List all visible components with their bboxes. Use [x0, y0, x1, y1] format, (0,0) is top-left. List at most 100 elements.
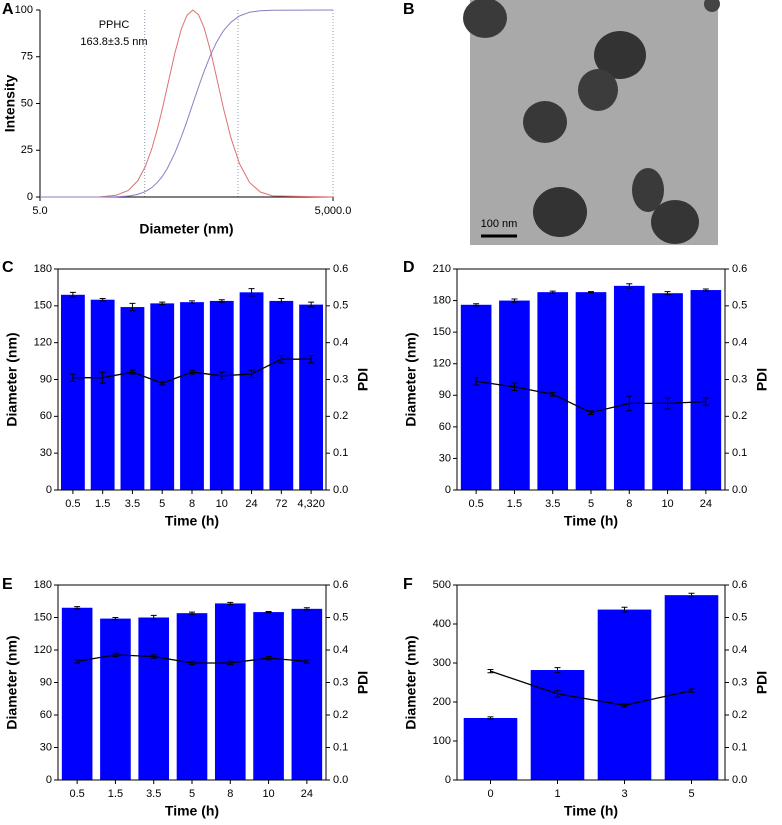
x-tick-label: 8: [626, 498, 632, 510]
y-tick-label: 500: [433, 579, 451, 591]
y2-tick-label: 0.6: [732, 579, 747, 591]
error-bar: [189, 300, 195, 304]
error-bar: [189, 660, 195, 666]
error-bar: [308, 301, 315, 308]
y-tick-label: 0: [445, 774, 451, 786]
bar: [530, 670, 585, 780]
y2-tick-label: 0.5: [732, 611, 747, 623]
pdi-line: [490, 670, 692, 706]
y2-tick-label: 0.6: [333, 579, 348, 591]
y-tick-label: 0: [46, 484, 52, 496]
error-bar: [227, 660, 234, 666]
y-tick-label: 90: [439, 389, 451, 401]
plot-frame: [456, 584, 726, 781]
error-bar: [74, 659, 81, 664]
bar: [120, 307, 145, 490]
error-bar: [278, 297, 285, 304]
y2-tick-label: 0.3: [333, 373, 348, 385]
bar: [61, 607, 93, 780]
x-axis-title: Time (h): [165, 803, 219, 819]
error-bar: [189, 369, 195, 375]
x-tick-label: 0.5: [69, 788, 84, 800]
bar: [150, 303, 175, 490]
y-tick-label: 0: [46, 774, 52, 786]
bar: [60, 294, 85, 490]
y-tick-label: 100: [433, 735, 451, 747]
y2-tick-label: 0.3: [732, 676, 747, 688]
error-bar: [621, 606, 628, 613]
error-bar: [99, 297, 106, 302]
y-tick-label: 0: [27, 191, 33, 203]
x-tick-label: 5: [688, 788, 694, 800]
y-axis-title: Diameter (nm): [403, 332, 419, 426]
error-bar: [227, 601, 234, 605]
error-bar: [265, 656, 272, 661]
y-tick-label: 400: [433, 618, 451, 630]
y-tick-label: 120: [34, 337, 52, 349]
x-tick-label: 0.5: [468, 498, 483, 510]
error-bar: [69, 373, 76, 382]
error-bar: [626, 395, 633, 412]
y2-tick-label: 0.2: [732, 709, 747, 721]
error-bar: [487, 669, 494, 674]
bar: [100, 618, 131, 780]
tem-image: 100 nm: [463, 0, 720, 245]
y2-axis-title: PDI: [355, 671, 371, 694]
x-tick-label: 3.5: [146, 788, 161, 800]
error-bar: [549, 391, 556, 397]
error-bar: [511, 298, 518, 303]
error-bar: [150, 614, 157, 621]
y2-tick-label: 0.0: [333, 484, 348, 496]
error-bar: [74, 606, 81, 610]
plot-frame: [57, 584, 327, 781]
plot-frame: [456, 268, 726, 491]
error-bar: [588, 291, 594, 294]
y-tick-label: 30: [439, 452, 451, 464]
x-tick-label: 8: [227, 788, 233, 800]
x-tick-label: 3.5: [125, 498, 140, 510]
error-bar: [112, 652, 119, 657]
y-tick-label: 30: [40, 741, 52, 753]
error-bar: [549, 290, 556, 294]
y2-tick-label: 0.1: [333, 741, 348, 753]
error-bar: [554, 667, 561, 673]
particle: [533, 187, 587, 237]
error-bar: [688, 688, 695, 693]
error-bar: [159, 380, 166, 386]
x-tick-label: 24: [245, 498, 257, 510]
scale-bar-label: 100 nm: [481, 218, 518, 230]
y-tick-label: 60: [439, 421, 451, 433]
bar: [597, 609, 652, 780]
y2-tick-label: 0.2: [333, 709, 348, 721]
y-tick-label: 150: [34, 611, 52, 623]
x-axis-title: Diameter (nm): [139, 221, 233, 237]
x-axis-title: Time (h): [165, 513, 219, 529]
error-bar: [303, 607, 310, 611]
x-tick-label: 1.5: [507, 498, 522, 510]
y2-tick-label: 0.2: [333, 410, 348, 422]
y2-axis-title: PDI: [355, 368, 371, 391]
error-bar: [588, 410, 594, 415]
y2-axis-title: PDI: [754, 671, 770, 694]
bar: [460, 304, 492, 490]
bar: [291, 608, 323, 780]
x-tick-label: 5.0: [32, 205, 47, 217]
y-tick-label: 300: [433, 657, 451, 669]
x-tick-label: 5: [588, 498, 594, 510]
x-tick-label: 5: [189, 788, 195, 800]
x-tick-label: 24: [700, 498, 712, 510]
bar: [499, 300, 530, 490]
y2-axis-title: PDI: [754, 368, 770, 391]
error-bar: [702, 397, 709, 406]
bar: [214, 603, 246, 780]
y2-tick-label: 0.4: [732, 644, 747, 656]
y-tick-label: 75: [21, 51, 33, 63]
y-tick-label: 150: [433, 326, 451, 338]
y-axis-title: Diameter (nm): [4, 635, 20, 729]
x-tick-label: 24: [301, 788, 313, 800]
error-bar: [248, 369, 255, 379]
x-tick-label: 10: [216, 498, 228, 510]
y-tick-label: 120: [433, 358, 451, 370]
y2-tick-label: 0.1: [732, 741, 747, 753]
